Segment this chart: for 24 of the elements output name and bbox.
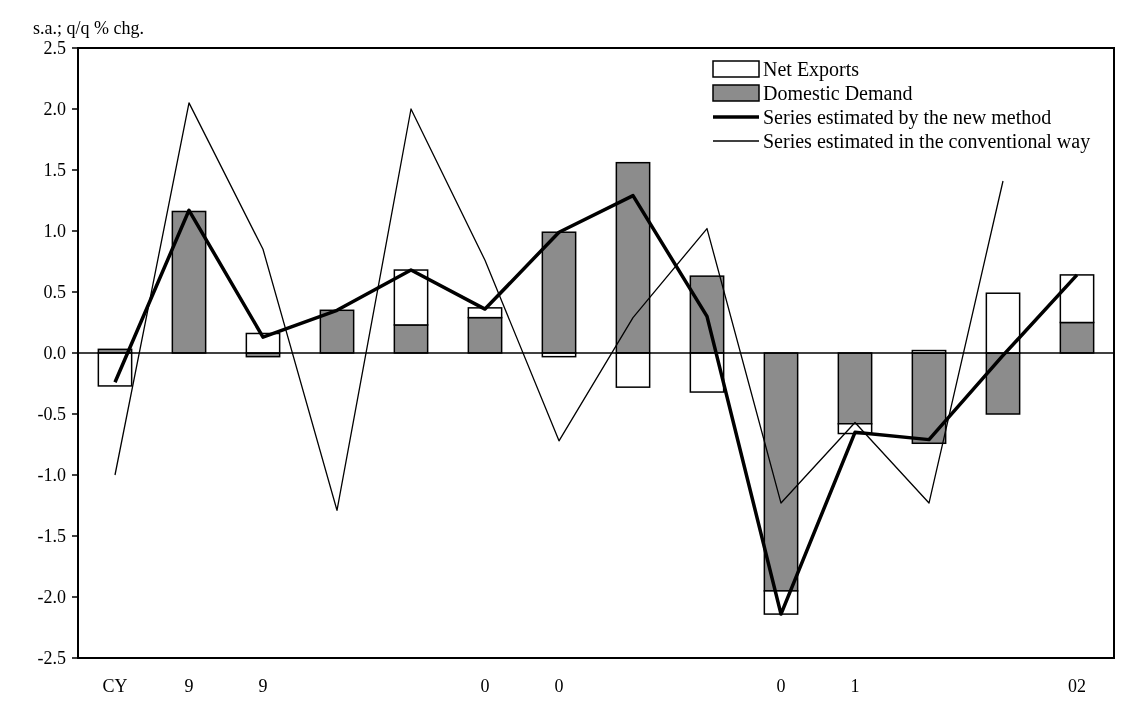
legend-label: Net Exports — [763, 58, 860, 81]
x-tick-label: 1 — [850, 676, 860, 696]
y-axis-title: s.a.; q/q % chg. — [33, 18, 144, 38]
y-tick-label: 2.0 — [43, 99, 66, 120]
x-tick-label: 0 — [776, 676, 786, 696]
y-tick-label: -1.0 — [37, 465, 66, 486]
x-tick-label: 9 — [258, 676, 268, 696]
y-tick-label: 0.5 — [43, 282, 66, 303]
y-tick-label: 1.0 — [43, 221, 66, 242]
x-tick-label: CY — [102, 676, 128, 696]
x-tick-label: 0 — [480, 676, 490, 696]
x-tick-label: 0 — [554, 676, 564, 696]
legend-label: Domestic Demand — [763, 82, 913, 104]
y-tick-label: 0.0 — [43, 343, 66, 364]
x-tick-label: 9 — [184, 676, 194, 696]
y-tick-label: -2.5 — [37, 648, 66, 669]
legend-label: Series estimated by the new method — [763, 106, 1052, 129]
y-tick-label: -2.0 — [37, 587, 66, 608]
y-tick-label: 1.5 — [43, 160, 66, 181]
y-tick-label: -0.5 — [37, 404, 66, 425]
y-tick-label: 2.5 — [43, 38, 66, 59]
x-tick-label: 02 — [1068, 676, 1086, 696]
legend-label: Series estimated in the conventional way — [763, 130, 1091, 153]
y-tick-label: -1.5 — [37, 526, 66, 547]
